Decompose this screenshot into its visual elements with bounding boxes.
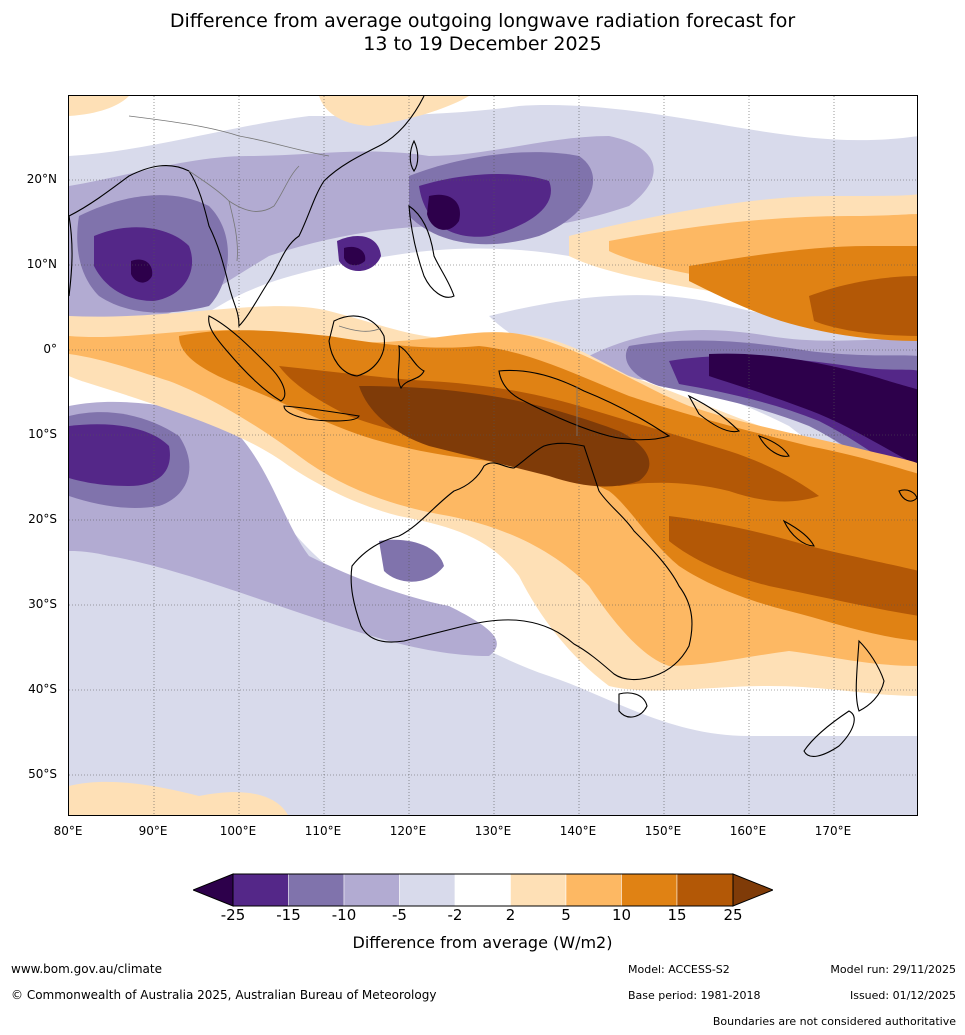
coastline-australia	[350, 442, 693, 681]
coastline-india	[69, 215, 73, 297]
lon-label-170e: 170°E	[814, 824, 852, 838]
contour-neg-25-bay	[131, 259, 153, 283]
colorbar-segment-3	[343, 873, 400, 907]
lon-label-150e: 150°E	[644, 824, 682, 838]
contour-pos-2-top	[319, 96, 469, 126]
coastline-mainland-asia	[69, 96, 425, 328]
coastline-sumatra	[208, 315, 286, 402]
lat-label-10n: 10°N	[26, 257, 57, 271]
coastline-fiji	[898, 489, 917, 502]
colorbar-segment-1	[232, 873, 289, 907]
border-china	[128, 115, 330, 157]
copyright-text: © Commonwealth of Australia 2025, Austra…	[11, 988, 437, 1002]
border-indochina	[188, 165, 300, 212]
lat-label-20s: 20°S	[28, 512, 57, 526]
coastline-tasmania	[618, 692, 648, 718]
website-link[interactable]: www.bom.gov.au/climate	[11, 962, 162, 976]
colorbar-segment-6	[510, 873, 567, 907]
lon-label-140e: 140°E	[559, 824, 597, 838]
coastline-solomons	[757, 435, 790, 457]
coastline-png-islands	[687, 394, 741, 433]
lon-label-110e: 110°E	[304, 824, 342, 838]
coastline-borneo	[328, 315, 385, 377]
colorbar-segment-9	[676, 873, 734, 907]
issued-date: Issued: 01/12/2025	[849, 989, 956, 1002]
boundaries-disclaimer: Boundaries are not considered authoritat…	[712, 1015, 956, 1028]
base-period: Base period: 1981-2018	[628, 989, 761, 1002]
contour-neg-25-pacific	[709, 353, 917, 465]
border-thailand	[228, 200, 238, 262]
lat-label-30s: 30°S	[28, 597, 57, 611]
contour-neg-25-scs	[344, 246, 366, 266]
lon-label-130e: 130°E	[474, 824, 512, 838]
border-borneo	[338, 325, 382, 332]
colorbar-title: Difference from average (W/m2)	[352, 933, 613, 952]
lat-label-10s: 10°S	[28, 427, 57, 441]
contour-pos-15-coral	[669, 516, 917, 616]
colorbar-high-extension	[732, 873, 773, 907]
contour-pos-25	[359, 386, 650, 487]
lat-label-20n: 20°N	[26, 172, 57, 186]
coastlines	[69, 96, 917, 757]
coastline-nz-south	[803, 710, 855, 757]
map-title: Difference from average outgoing longwav…	[0, 10, 965, 56]
contour-pos-15-north-pacific	[809, 276, 917, 336]
contour-pos-2-bottom	[69, 781, 288, 815]
colorbar-segment-4	[399, 873, 456, 907]
country-borders	[128, 115, 578, 436]
colorbar-low-extension	[193, 873, 234, 907]
map-svg	[69, 96, 917, 815]
lat-label-0: 0°	[43, 342, 57, 356]
lon-label-90e: 90°E	[138, 824, 168, 838]
colorbar-outline	[232, 873, 734, 907]
colorbar-tick-3: -10	[331, 906, 357, 924]
coastline-philippines	[408, 204, 455, 298]
contour-neg-15-indian	[69, 424, 170, 486]
coastline-new-guinea	[498, 369, 671, 441]
colorbar-tick-5: -2	[447, 906, 463, 924]
coastline-new-caledonia	[782, 519, 815, 547]
contour-pos-2-topleft	[69, 96, 129, 116]
coastline-java	[283, 405, 360, 422]
colorbar-tick-8: 10	[611, 906, 632, 924]
colorbar-segment-7	[565, 873, 622, 907]
colorbar-tick-1: -25	[220, 906, 246, 924]
colorbar-tick-6: 2	[505, 906, 516, 924]
model-name: Model: ACCESS-S2	[628, 963, 730, 976]
colorbar-tick-9: 15	[667, 906, 687, 924]
colorbar-segment-5	[454, 873, 511, 907]
lat-label-40s: 40°S	[28, 682, 57, 696]
lon-label-100e: 100°E	[219, 824, 257, 838]
coastline-taiwan	[409, 139, 419, 172]
contour-neg-25-philippines	[427, 194, 460, 230]
coastline-sulawesi	[397, 345, 425, 390]
lon-label-160e: 160°E	[729, 824, 767, 838]
colorbar-tick-10: 25	[723, 906, 743, 924]
title-line-2: 13 to 19 December 2025	[363, 33, 602, 55]
anomaly-map	[68, 95, 918, 816]
colorbar-tick-4: -5	[392, 906, 407, 924]
colorbar-tick-7: 5	[561, 906, 571, 924]
colorbar	[193, 873, 773, 907]
contour-pos-5	[69, 329, 917, 666]
lon-label-80e: 80°E	[53, 824, 83, 838]
model-run-date: Model run: 29/11/2025	[830, 963, 956, 976]
title-line-1: Difference from average outgoing longwav…	[169, 10, 796, 32]
lon-label-120e: 120°E	[389, 824, 427, 838]
contour-neg-10-australia	[379, 539, 444, 582]
colorbar-tick-2: -15	[276, 906, 301, 924]
coastline-nz-north	[855, 639, 885, 712]
lat-label-50s: 50°S	[28, 767, 57, 781]
colorbar-segment-2	[288, 873, 345, 907]
graticule	[69, 96, 917, 815]
colorbar-segment-8	[621, 873, 678, 907]
